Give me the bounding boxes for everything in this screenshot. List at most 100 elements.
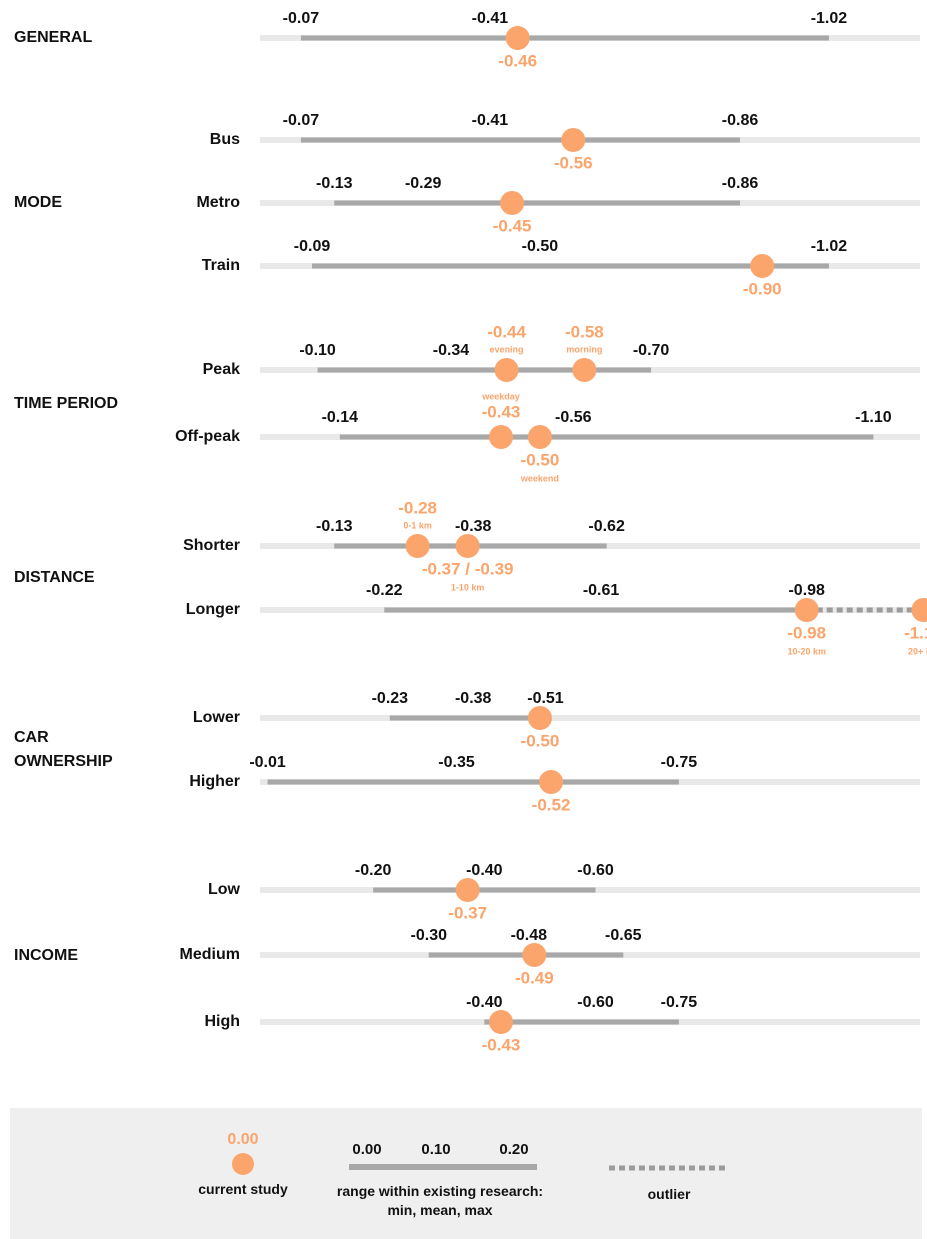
legend-dot [232,1153,254,1175]
group-label: MODE [14,194,62,211]
current-study-point [494,358,519,382]
point-label: -0.49 [515,968,554,987]
current-study-point [572,358,597,382]
group-label: CAR OWNERSHIP [14,729,113,770]
range-label: -0.38 [455,518,492,535]
point-note: 0-1 km [403,520,432,530]
range-label: -0.29 [405,175,442,192]
range-label: -0.75 [661,994,698,1011]
range-label: -0.07 [283,10,320,27]
range-label: -1.02 [811,10,848,27]
row-label: Metro [196,194,240,211]
current-study-point [527,706,552,730]
point-label: -0.58 [565,322,604,341]
current-study-point [489,1010,514,1034]
legend-sample: 0.00 [227,1131,258,1148]
range-label: -0.41 [472,10,509,27]
range-label: -0.20 [355,862,392,879]
point-label: -0.52 [532,795,571,814]
group-label: INCOME [14,946,78,964]
range-label: -0.48 [511,927,548,944]
point-note: evening [490,344,524,354]
current-study-point [489,425,514,449]
range-label: -0.40 [466,862,503,879]
row-label: Shorter [183,537,240,554]
range-label: -0.34 [433,342,470,359]
legend-box [10,1108,922,1239]
current-study-point [750,254,775,278]
current-study-point [539,770,564,794]
point-label: -1.19 [904,623,927,642]
point-label: -0.43 [482,402,521,421]
range-label: -0.14 [322,409,359,426]
current-study-point [794,598,819,622]
range-label: -0.65 [605,927,642,944]
legend-sample: 0.00 [352,1141,381,1158]
current-study-point [455,878,480,902]
point-label: -0.43 [482,1035,521,1054]
legend-label: outlier [647,1186,691,1202]
range-label: -0.62 [588,518,625,535]
range-label: -0.10 [299,342,336,359]
range-label: -1.02 [811,238,848,255]
group-label: GENERAL [14,29,93,46]
range-label: -0.86 [722,112,759,129]
point-label: -0.37 / -0.39 [422,559,514,578]
range-label: -0.75 [661,754,698,771]
row-label: Lower [193,709,240,726]
row-label: Train [202,257,240,274]
current-study-point [527,425,552,449]
current-study-point [405,534,430,558]
range-label: -0.60 [577,862,614,879]
row-label: Bus [210,131,240,148]
range-label: -0.30 [411,927,448,944]
range-label: -0.70 [633,342,670,359]
range-label: -0.09 [294,238,331,255]
current-study-point [911,598,927,622]
range-label: -0.61 [583,582,620,599]
current-study-point [561,128,586,152]
row-label: High [204,1013,240,1030]
point-label: -0.98 [787,623,826,642]
group-label: DISTANCE [14,569,95,586]
point-label: -0.44 [487,322,526,341]
range-label: -0.07 [283,112,320,129]
point-note: weekday [481,391,520,401]
range-label: -0.13 [316,175,353,192]
range-label: -0.13 [316,518,353,535]
point-note: 20+ km [908,646,927,656]
point-label: -0.37 [448,903,487,922]
point-note: weekend [520,473,559,483]
point-label: -0.46 [498,51,537,70]
range-label: -0.35 [438,754,475,771]
range-label: -1.10 [855,409,892,426]
point-note: morning [566,344,602,354]
legend-label: current study [198,1181,288,1197]
range-label: -0.98 [788,582,825,599]
range-label: -0.50 [522,238,559,255]
current-study-point [500,191,525,215]
current-study-point [455,534,480,558]
range-label: -0.22 [366,582,403,599]
range-label: -0.41 [472,112,509,129]
range-label: -0.86 [722,175,759,192]
range-label: -0.60 [577,994,614,1011]
point-label: -0.90 [743,279,782,298]
point-label: -0.45 [493,216,532,235]
range-label: -0.38 [455,690,492,707]
point-note: 10-20 km [787,646,826,656]
group-label: TIME PERIOD [14,394,119,412]
point-label: -0.50 [521,731,560,750]
legend-label: range within existing research: min, mea… [336,1183,544,1218]
range-label: -0.40 [466,994,503,1011]
current-study-point [522,943,547,967]
row-label: Peak [203,361,240,378]
row-label: Higher [189,773,240,790]
legend-sample: 0.10 [421,1141,450,1158]
legend-sample: 0.20 [499,1141,528,1158]
point-note: 1-10 km [451,582,485,592]
row-label: Low [208,881,241,898]
point-label: -0.50 [521,450,560,469]
